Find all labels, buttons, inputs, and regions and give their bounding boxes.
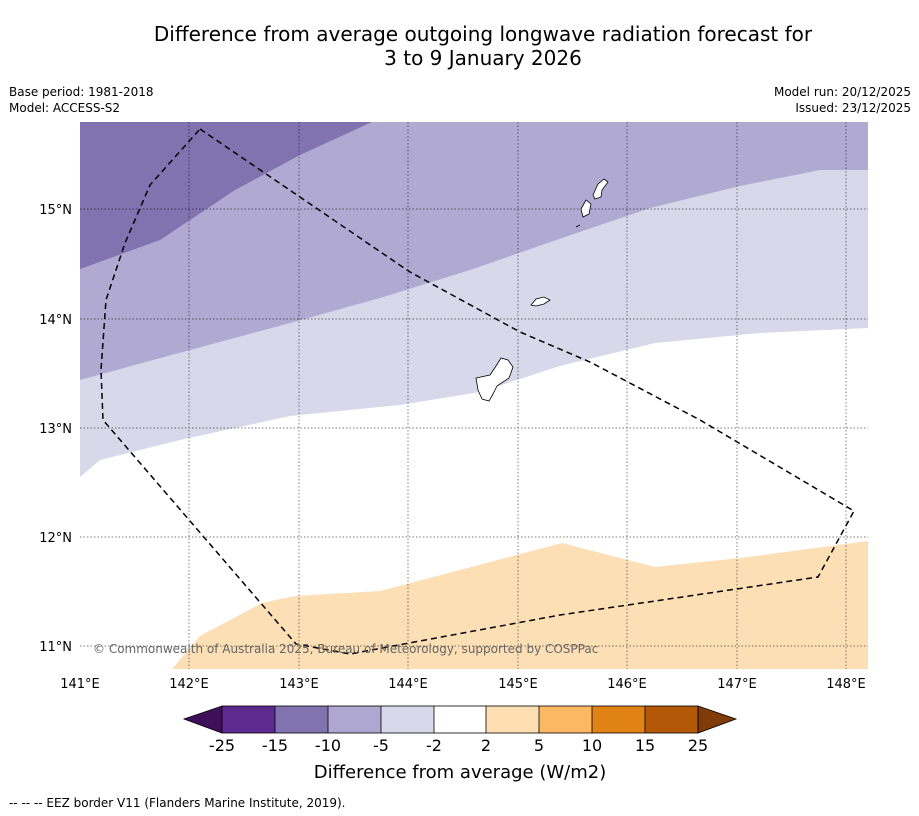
colorbar-segment [328, 706, 381, 733]
colorbar-label: -2 [426, 736, 442, 755]
lon-tick: 146°E [607, 677, 647, 692]
colorbar-dividers [274, 706, 646, 733]
latitude-ticks: 15°N 14°N 13°N 12°N 11°N [39, 203, 72, 655]
lon-tick: 148°E [826, 677, 866, 692]
lat-tick: 13°N [39, 422, 72, 437]
colorbar-segment [645, 706, 698, 733]
lon-tick: 147°E [717, 677, 757, 692]
island-saipan [592, 178, 609, 200]
colorbar-segment [592, 706, 645, 733]
lat-tick: 12°N [39, 531, 72, 546]
lat-tick: 15°N [39, 203, 72, 218]
colorbar-label: -5 [373, 736, 389, 755]
colorbar-segment [275, 706, 328, 733]
eez-footnote: -- -- -- EEZ border V11 (Flanders Marine… [9, 796, 346, 810]
colorbar-label: 2 [481, 736, 491, 755]
anomaly-band-negative-5-10 [80, 122, 868, 380]
lon-tick: 145°E [498, 677, 538, 692]
colorbar-outline [221, 705, 699, 734]
base-period: Base period: 1981-2018 [9, 85, 154, 99]
colorbar-segment [486, 706, 539, 733]
colorbar-label: 15 [635, 736, 655, 755]
title-line-1: Difference from average outgoing longwav… [153, 22, 813, 46]
island-aguijan [575, 224, 581, 228]
meta-left: Base period: 1981-2018 Model: ACCESS-S2 [9, 84, 154, 116]
colorbar-extend-low [182, 705, 223, 734]
colorbar-label: -10 [315, 736, 341, 755]
lon-tick: 142°E [169, 677, 209, 692]
islands [475, 178, 609, 402]
meta-right: Model run: 20/12/2025 Issued: 23/12/2025 [774, 84, 911, 116]
colorbar-title: Difference from average (W/m2) [314, 762, 606, 783]
colorbar-segment [381, 706, 434, 733]
issued-date: Issued: 23/12/2025 [795, 101, 911, 115]
lon-tick: 144°E [388, 677, 428, 692]
colorbar-label: 10 [582, 736, 602, 755]
copyright-text: © Commonwealth of Australia 2025, Bureau… [93, 642, 598, 656]
lat-tick: 14°N [39, 313, 72, 328]
title-line-2: 3 to 9 January 2026 [384, 46, 582, 70]
anomaly-band-positive-2-5 [172, 541, 868, 669]
anomaly-band-negative-10-15 [80, 122, 372, 269]
colorbar-segment [222, 706, 275, 733]
model-name: Model: ACCESS-S2 [9, 101, 121, 115]
island-rota [530, 296, 551, 307]
eez-border [100, 128, 856, 655]
colorbar-segment [434, 706, 486, 733]
colorbar-extend-high [697, 705, 738, 734]
map-area: © Commonwealth of Australia 2025, Bureau… [80, 122, 868, 669]
lon-tick: 143°E [279, 677, 319, 692]
island-tinian [580, 199, 592, 218]
longitude-ticks: 141°E 142°E 143°E 144°E 145°E 146°E 147°… [60, 677, 866, 692]
lon-tick: 141°E [60, 677, 100, 692]
colorbar-label: 5 [534, 736, 544, 755]
colorbar-label: -15 [262, 736, 288, 755]
colorbar-segment [539, 706, 592, 733]
lat-tick: 11°N [39, 640, 72, 655]
chart-title: Difference from average outgoing longwav… [0, 22, 919, 70]
colorbar-label: -25 [209, 736, 235, 755]
colorbar: -25 -15 -10 -5 -2 2 5 10 15 25 Differenc… [182, 705, 738, 783]
colorbar-label: 25 [688, 736, 708, 755]
gridlines [80, 122, 868, 669]
model-run: Model run: 20/12/2025 [773, 85, 911, 99]
island-guam [475, 357, 514, 402]
